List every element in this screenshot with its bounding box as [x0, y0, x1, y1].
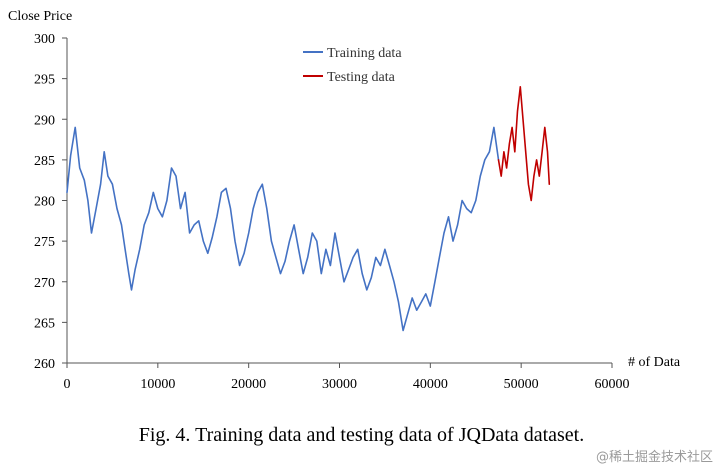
y-tick-label: 285	[34, 154, 55, 169]
y-axis-title: Close Price	[8, 9, 72, 24]
x-axis-title: # of Data	[628, 355, 681, 370]
x-tick-label: 20000	[231, 377, 266, 392]
figure-caption: Fig. 4. Training data and testing data o…	[138, 424, 585, 446]
x-tick-label: 10000	[140, 377, 175, 392]
legend-label: Testing data	[327, 70, 396, 85]
axes	[66, 38, 612, 364]
y-tick-label: 260	[34, 357, 55, 372]
y-ticks: 260 265 270 275 280 285 290 295 300	[34, 32, 67, 372]
y-tick-label: 275	[34, 235, 55, 250]
x-tick-label: 50000	[504, 377, 539, 392]
legend-label: Training data	[327, 46, 402, 61]
y-tick-label: 290	[34, 113, 55, 128]
chart: 260 265 270 275 280 285 290 295 300 0 10000 20000 3…	[8, 9, 681, 392]
y-tick-label: 295	[34, 73, 55, 88]
y-tick-label: 265	[34, 316, 55, 331]
x-tick-label: 30000	[322, 377, 357, 392]
y-tick-label: 270	[34, 276, 55, 291]
series-line-training	[66, 126, 500, 332]
x-tick-label: 0	[64, 377, 71, 392]
x-tick-label: 40000	[413, 377, 448, 392]
x-ticks: 0 10000 20000 30000 40000 50000 60000	[64, 363, 630, 392]
legend: Training data Testing data	[303, 46, 402, 85]
watermark: @稀土掘金技术社区	[595, 450, 713, 465]
series-line-testing	[497, 86, 551, 202]
y-tick-label: 300	[34, 32, 55, 47]
series-layer	[66, 86, 551, 332]
y-tick-label: 280	[34, 195, 55, 210]
x-tick-label: 60000	[595, 377, 630, 392]
